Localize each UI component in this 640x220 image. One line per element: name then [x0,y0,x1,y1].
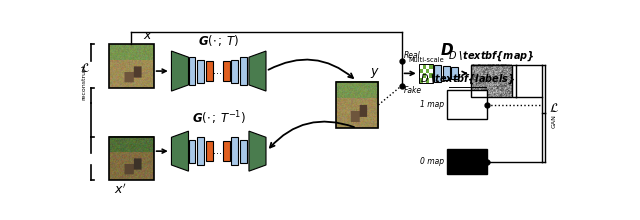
Text: 0 map: 0 map [420,158,444,166]
Polygon shape [249,51,266,91]
Text: $x'$: $x'$ [114,183,127,197]
Bar [223,61,230,81]
Bar [429,73,433,78]
Bar [426,73,429,78]
Text: Multi-scale: Multi-scale [408,57,444,62]
Bar [239,139,246,163]
Bar [239,57,246,85]
Text: $\boldsymbol{G}(\cdot\,;\,T)$: $\boldsymbol{G}(\cdot\,;\,T)$ [198,33,239,48]
Polygon shape [172,131,189,171]
Bar [429,78,433,82]
Bar [423,64,426,69]
Bar [206,141,213,161]
Bar [472,65,511,97]
Bar [447,90,487,119]
Bar [419,64,423,69]
Bar [423,69,426,73]
Bar [336,82,378,128]
Text: 1 map: 1 map [420,101,444,109]
Text: $D$ \textbf{map}: $D$ \textbf{map} [448,50,535,63]
Bar [231,59,238,82]
Bar [443,66,450,80]
Bar [231,137,238,165]
Bar [197,137,204,165]
Bar [451,67,458,79]
Bar [426,78,429,82]
Bar [426,64,429,69]
Bar [197,59,204,82]
Text: Real: Real [404,51,420,60]
Polygon shape [172,51,189,91]
Text: $\boldsymbol{G}(\cdot\,;\,T^{-1})$: $\boldsymbol{G}(\cdot\,;\,T^{-1})$ [191,109,246,126]
Bar [429,64,433,69]
Bar [447,149,487,174]
Bar [109,44,154,88]
Bar [206,61,213,81]
Bar [109,136,154,180]
Text: $D$ \textbf{labels}: $D$ \textbf{labels} [420,73,515,86]
Bar [434,65,441,82]
Text: $x$: $x$ [143,29,152,42]
Bar [419,69,423,73]
Bar [189,139,195,163]
Bar [419,64,433,82]
Text: reconstruct: reconstruct [81,64,86,100]
Bar [223,141,230,161]
Text: $\boldsymbol{D}$: $\boldsymbol{D}$ [440,42,454,58]
Text: $y$: $y$ [371,66,380,80]
Text: $\mathcal{L}$: $\mathcal{L}$ [79,62,90,75]
Bar [423,78,426,82]
Bar [419,78,423,82]
Bar [429,69,433,73]
Text: GAN: GAN [551,114,556,128]
Text: $\mathcal{L}$: $\mathcal{L}$ [549,102,559,115]
Text: Fake: Fake [404,86,422,95]
Bar [419,73,423,78]
Polygon shape [249,131,266,171]
Bar [426,69,429,73]
Bar [423,73,426,78]
Text: ...: ... [214,66,223,76]
Text: ...: ... [214,146,223,156]
Bar [189,57,195,85]
